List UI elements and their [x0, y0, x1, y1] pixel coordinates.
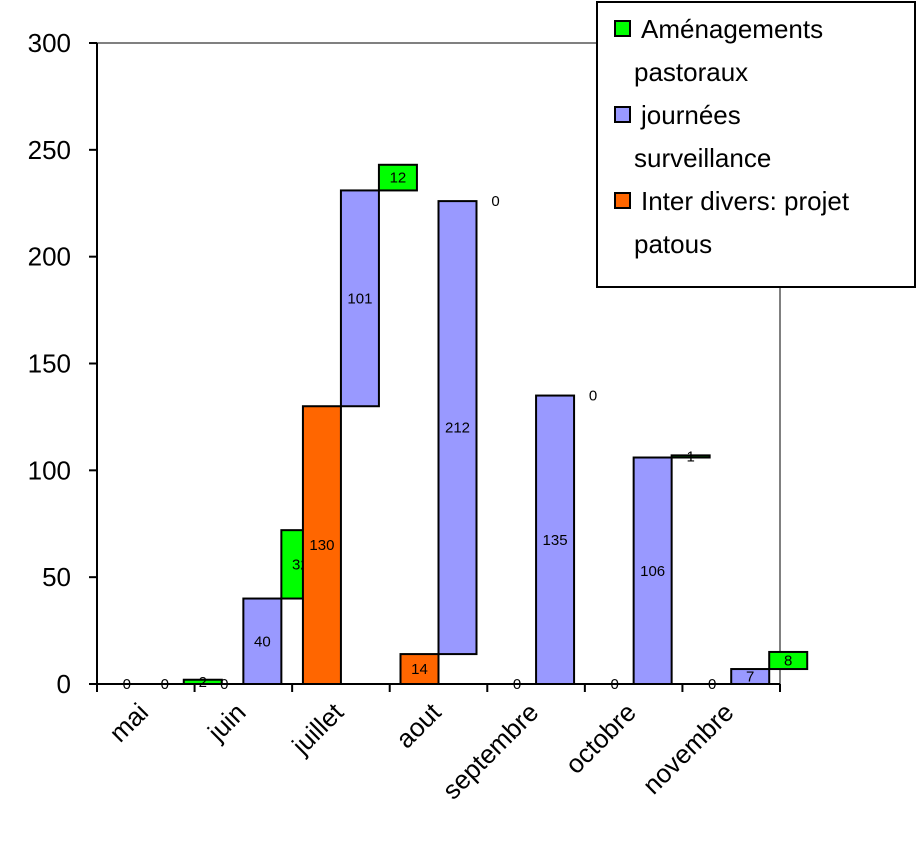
bar-segment: [242, 597, 283, 685]
bar-segment: [339, 189, 380, 408]
data-label: 14: [411, 661, 428, 678]
legend-label: surveillance: [634, 143, 771, 173]
legend-label: pastoraux: [634, 57, 748, 87]
data-label: 0: [589, 388, 597, 405]
data-label: 40: [254, 633, 271, 650]
data-label: 12: [390, 170, 407, 187]
y-tick-label: 50: [42, 562, 71, 592]
bar-segment: [399, 653, 440, 686]
data-label: 0: [491, 193, 499, 210]
data-label: 212: [445, 420, 470, 437]
legend-label: patous: [634, 229, 712, 259]
data-label: 130: [309, 537, 334, 554]
x-category-label: novembre: [636, 697, 739, 800]
x-category-label: juillet: [285, 696, 349, 760]
x-category-label: juin: [201, 697, 252, 748]
bar-segment: [301, 405, 342, 685]
bar-segment: [768, 650, 809, 671]
y-tick-label: 200: [28, 242, 71, 272]
data-label: 1: [686, 448, 694, 465]
data-label: 7: [746, 669, 754, 686]
legend-label: Aménagements: [641, 14, 823, 44]
legend-swatch: [614, 192, 631, 209]
x-category-label: octobre: [559, 697, 642, 780]
bar-segment: [632, 456, 673, 685]
legend-label: Inter divers: projet: [641, 186, 850, 216]
legend-swatch: [614, 20, 631, 37]
bar-segment: [437, 200, 478, 656]
data-label: 8: [784, 652, 792, 669]
legend-label: journées: [640, 100, 741, 130]
data-label: 101: [347, 290, 372, 307]
bar-segment: [670, 454, 711, 459]
legend-swatch: [614, 106, 631, 123]
y-tick-label: 0: [57, 669, 71, 699]
data-label: 135: [543, 532, 568, 549]
y-tick-label: 300: [28, 28, 71, 58]
x-category-label: mai: [103, 697, 154, 748]
data-label: 106: [640, 563, 665, 580]
x-category-label: septembre: [436, 697, 544, 805]
y-tick-label: 150: [28, 349, 71, 379]
data-label: 2: [199, 674, 207, 691]
legend-box: [596, 1, 916, 288]
bar-segment: [377, 163, 418, 192]
y-tick-label: 100: [28, 455, 71, 485]
bar-segment: [535, 394, 576, 685]
x-category-label: aout: [390, 696, 448, 754]
y-tick-label: 250: [28, 135, 71, 165]
